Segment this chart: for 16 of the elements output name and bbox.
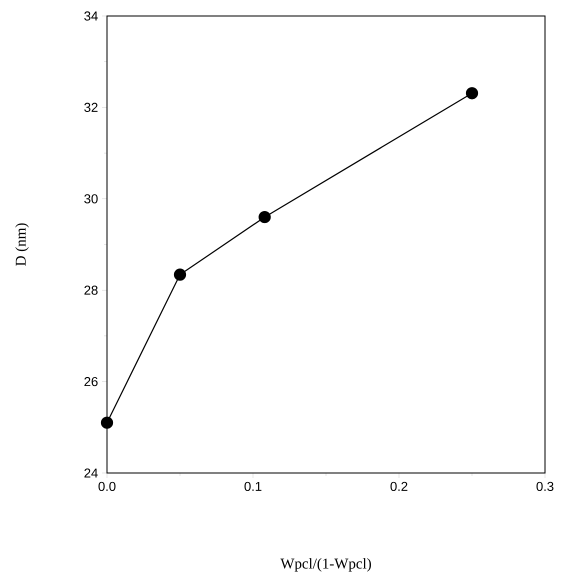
x-axis-title: Wpcl/(1-Wpcl) <box>280 558 371 572</box>
y-tick-label: 32 <box>84 102 98 112</box>
y-tick-label: 30 <box>84 194 98 204</box>
x-tick-label: 0.2 <box>390 482 408 491</box>
x-tick-label: 0.0 <box>98 482 116 491</box>
y-tick-label: 24 <box>84 468 98 478</box>
y-tick-label: 28 <box>84 286 98 295</box>
point <box>174 268 186 281</box>
y-axis-title: D (nm) <box>15 223 29 266</box>
x-tick-label: 0.1 <box>244 482 262 491</box>
y-tick-label: 34 <box>84 11 98 21</box>
y-tick-label: 26 <box>84 377 98 386</box>
x-tick-label: 0.3 <box>536 482 554 491</box>
point <box>466 87 478 100</box>
point <box>100 416 114 429</box>
point <box>258 210 271 224</box>
